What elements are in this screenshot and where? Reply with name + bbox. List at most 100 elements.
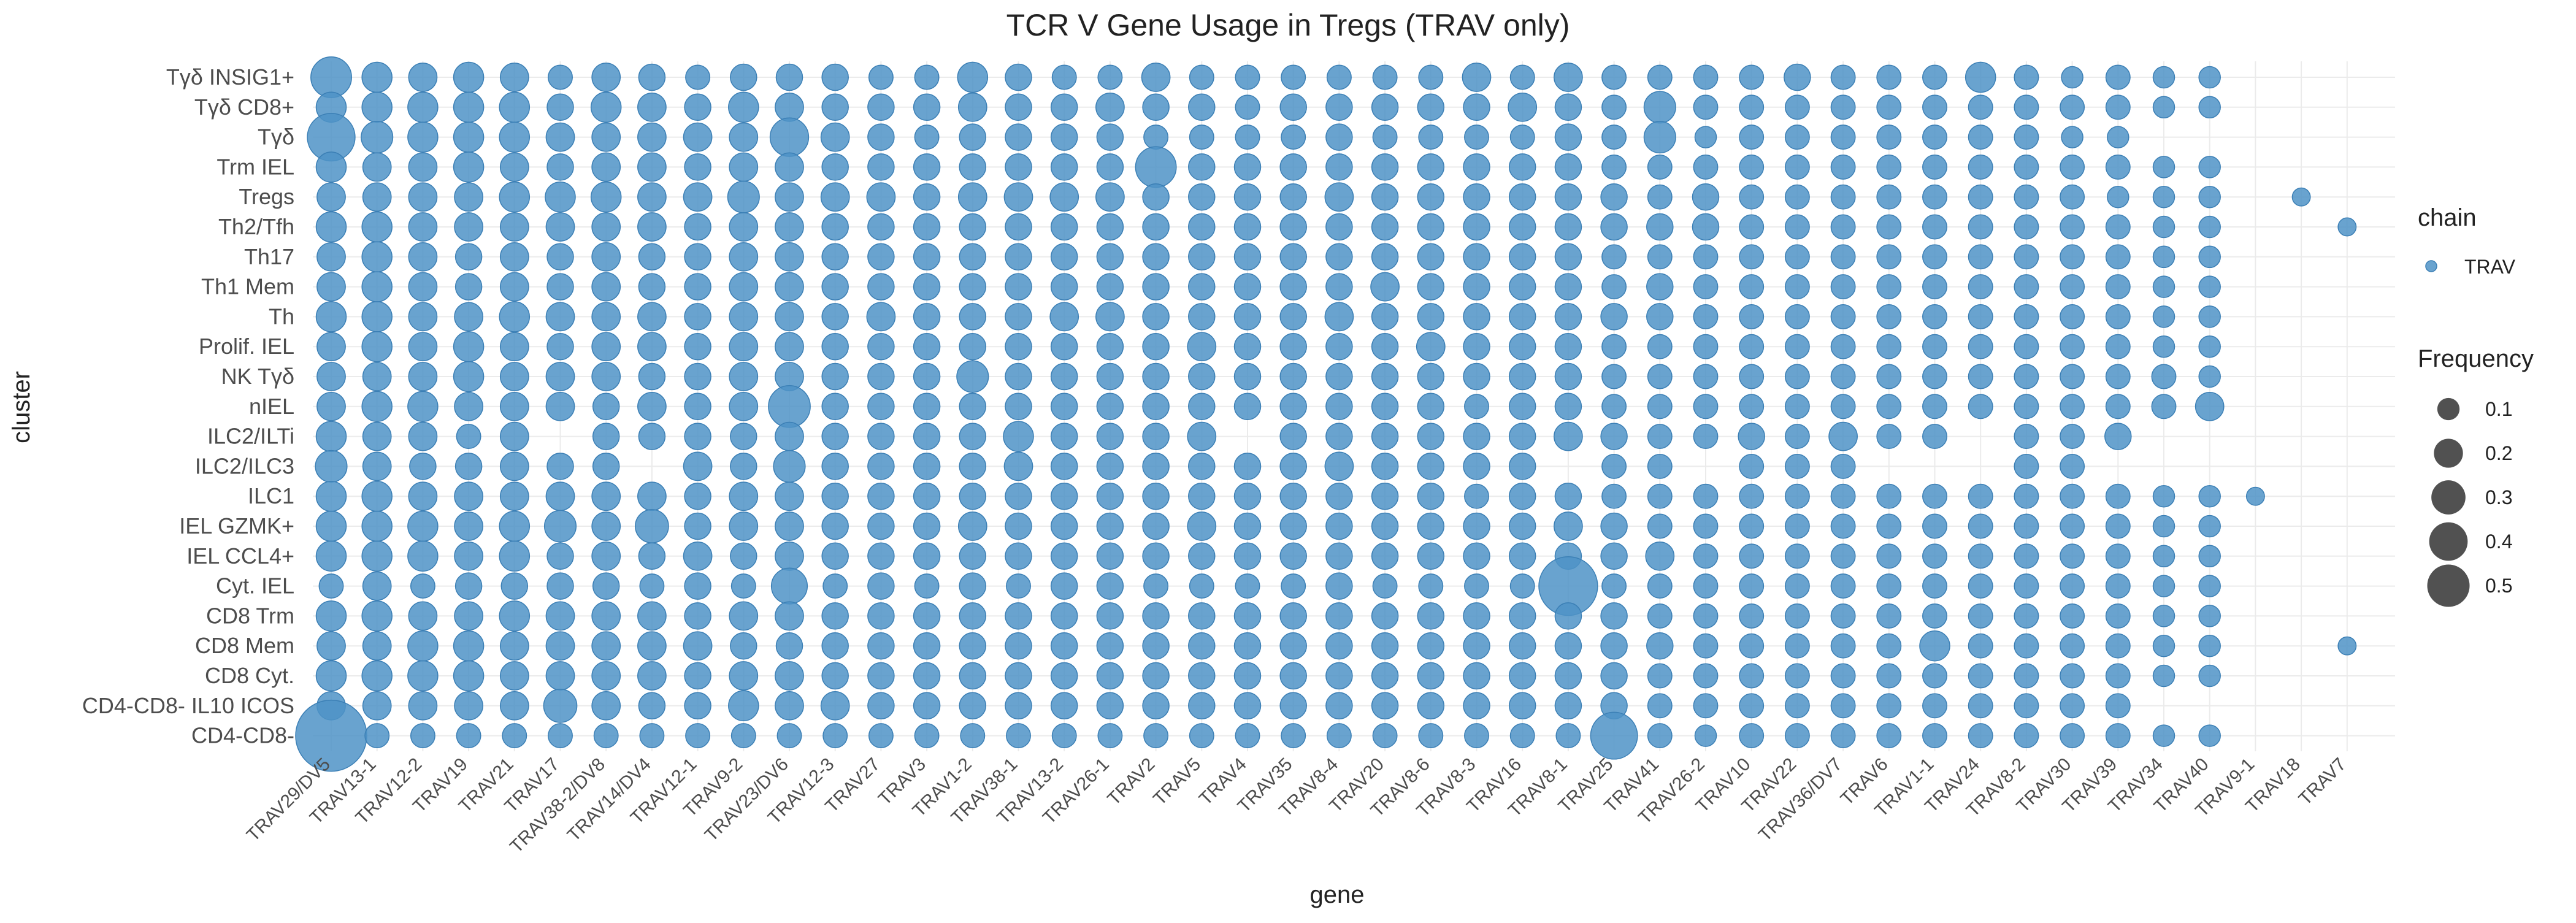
data-point [1142, 662, 1170, 690]
data-point [453, 660, 485, 692]
data-point [821, 332, 849, 361]
data-point [2105, 94, 2131, 120]
data-point [1325, 243, 1353, 271]
data-point [1281, 723, 1306, 749]
data-point [2060, 603, 2085, 629]
legend-size-label: 0.2 [2485, 442, 2512, 464]
data-point [499, 152, 529, 182]
data-point [1968, 573, 1993, 599]
data-point [1508, 273, 1536, 301]
data-point [683, 122, 713, 152]
data-point [821, 632, 849, 660]
data-point [1784, 304, 1810, 329]
data-point [2060, 543, 2085, 569]
data-point [545, 362, 575, 391]
data-point [2105, 304, 2131, 329]
data-point [1418, 124, 1444, 150]
data-point [2014, 214, 2039, 240]
data-point [1051, 64, 1077, 90]
data-point [1050, 542, 1078, 570]
data-point [775, 242, 804, 272]
data-point [2198, 365, 2221, 388]
data-point [1876, 214, 1902, 240]
data-point [316, 631, 346, 661]
data-point [545, 122, 575, 152]
data-point [729, 212, 759, 242]
data-point [361, 660, 393, 692]
data-point [2198, 156, 2221, 178]
data-point [1189, 124, 1214, 150]
data-point [1370, 272, 1400, 302]
data-point [499, 63, 529, 92]
data-point [1097, 723, 1123, 749]
data-point [1830, 543, 1856, 569]
y-tick-label: CD8 Trm [206, 603, 294, 628]
data-point [1968, 394, 1993, 419]
data-point [1508, 153, 1536, 181]
data-point [453, 61, 485, 93]
data-point [1601, 364, 1627, 389]
data-point [1463, 243, 1490, 271]
data-point [1600, 423, 1628, 450]
data-point [638, 423, 666, 450]
data-point [591, 152, 621, 182]
data-point [684, 512, 711, 540]
data-point [1830, 364, 1856, 389]
data-point [361, 61, 393, 93]
data-point [2105, 603, 2131, 629]
data-point [1372, 124, 1398, 150]
data-point [775, 332, 804, 362]
data-point [1693, 543, 1719, 569]
data-point [1968, 723, 1993, 749]
data-point [1554, 63, 1583, 92]
data-point [2198, 185, 2221, 209]
y-tick-label: CD8 Mem [195, 633, 294, 658]
data-point [1324, 451, 1354, 481]
data-point [407, 391, 439, 423]
data-point [1463, 153, 1490, 181]
data-point [318, 573, 344, 599]
data-point [1601, 573, 1627, 599]
data-point [2060, 394, 2085, 419]
y-tick-label: Tγδ INSIG1+ [166, 64, 294, 90]
data-point [1968, 124, 1993, 150]
data-point [1739, 723, 1765, 749]
data-point [1463, 662, 1490, 690]
data-point [867, 482, 895, 510]
data-point [2061, 126, 2083, 148]
data-point [1417, 632, 1445, 660]
data-point [408, 152, 438, 182]
data-point [2151, 364, 2177, 389]
data-point [1508, 92, 1538, 122]
data-point [1096, 123, 1124, 151]
data-point [1325, 93, 1353, 121]
data-point [1096, 423, 1124, 450]
data-point [1188, 243, 1216, 271]
data-point [2014, 64, 2039, 90]
data-point [361, 510, 393, 542]
data-point [821, 213, 849, 241]
data-point [1141, 63, 1171, 92]
y-tick-label: Th2/Tfh [218, 214, 294, 239]
data-point [1784, 124, 1810, 150]
data-point [1508, 602, 1536, 630]
y-tick-label: IEL GZMK+ [179, 513, 294, 538]
data-point [1601, 334, 1627, 359]
data-point [454, 273, 483, 301]
data-point [1830, 124, 1856, 150]
data-point [2152, 515, 2175, 538]
data-point [543, 688, 578, 723]
data-point [2060, 274, 2085, 300]
data-point [1922, 663, 1947, 689]
data-point [1784, 633, 1810, 659]
data-point [1968, 334, 1993, 359]
data-point [592, 393, 620, 421]
data-point [1739, 154, 1765, 180]
data-point [1371, 362, 1399, 391]
data-point [1233, 393, 1262, 421]
data-point [1508, 482, 1536, 510]
data-point [1830, 154, 1856, 180]
data-point [591, 601, 621, 631]
data-point [1830, 693, 1856, 719]
data-point [768, 385, 811, 428]
